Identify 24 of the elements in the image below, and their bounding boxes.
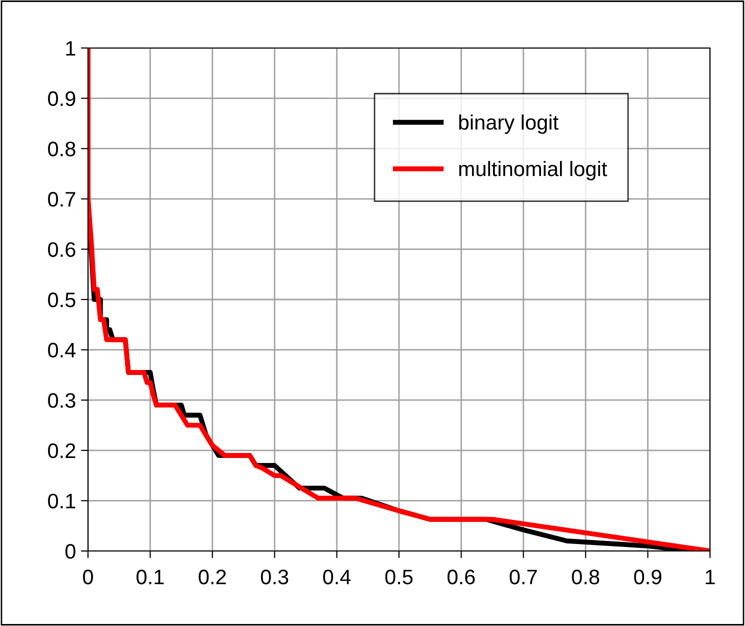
x-tick-label: 0.3 (260, 570, 288, 584)
y-tick-label: 0.1 (48, 494, 76, 508)
y-tick-label: 0.7 (48, 192, 76, 207)
x-tick-label: 0.9 (634, 570, 662, 584)
y-tick-label: 0 (65, 544, 76, 559)
y-tick-label: 0.4 (48, 342, 76, 358)
y-tick-label: 0.2 (48, 443, 76, 458)
legend-label: binary logit (459, 114, 558, 134)
x-tick-label: 0.4 (323, 570, 351, 584)
y-tick-label: 0.5 (48, 292, 76, 308)
y-tick-label: 0.8 (48, 142, 76, 156)
x-tick-label: 0.2 (198, 570, 226, 584)
x-tick-label: 0 (83, 570, 93, 584)
y-tick-label: 0.3 (48, 393, 76, 408)
x-tick-label: 0.7 (510, 570, 537, 584)
y-tick-label: 1 (66, 41, 76, 56)
x-tick-label: 0.8 (572, 570, 600, 584)
x-tick-label: 0.6 (448, 570, 475, 584)
legend-label: multinomial logit (459, 160, 608, 180)
x-tick-label: 1 (706, 570, 715, 584)
x-tick-label: 0.1 (136, 570, 164, 584)
x-tick-label: 0.5 (385, 570, 413, 584)
y-tick-label: 0.6 (48, 242, 76, 257)
y-tick-label: 0.9 (48, 91, 76, 106)
